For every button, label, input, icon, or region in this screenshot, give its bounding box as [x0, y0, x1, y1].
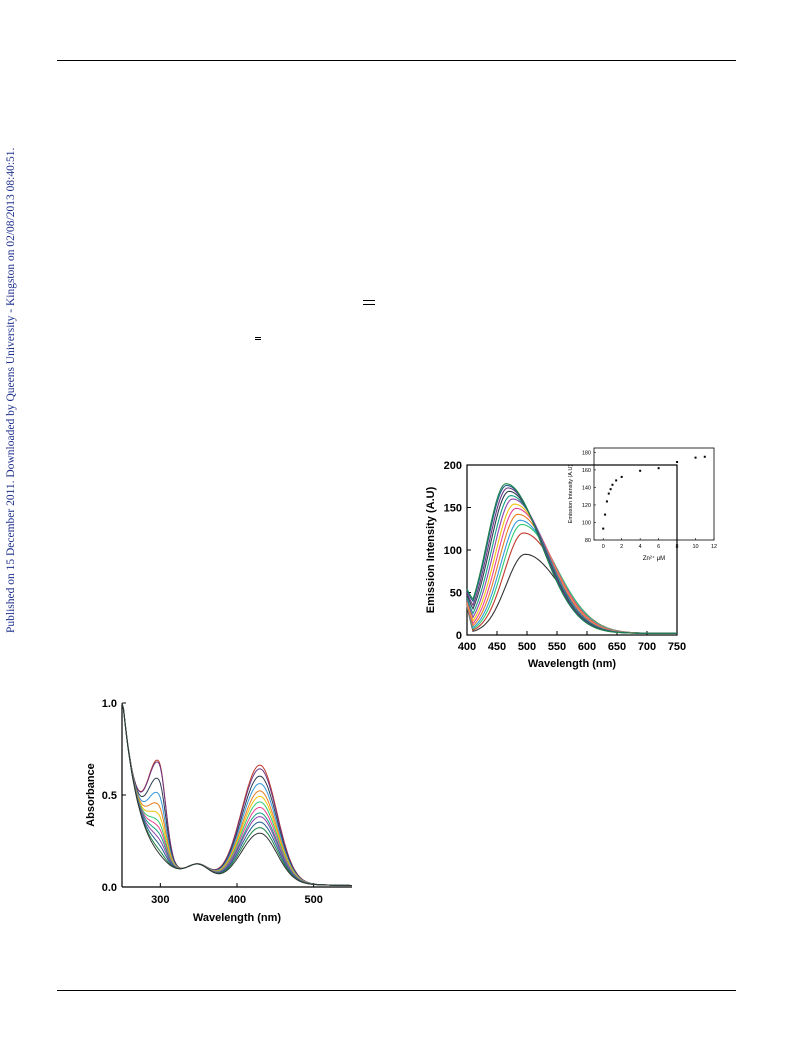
y-tick-label: 0.0: [102, 882, 117, 894]
inset-data-point: [605, 500, 608, 503]
x-tick-label: 300: [151, 894, 169, 906]
inset-y-tick-label: 80: [585, 538, 591, 544]
x-tick-label: 450: [488, 641, 506, 653]
equation-fragment: [255, 337, 261, 338]
x-tick-label: 600: [578, 641, 596, 653]
inset-x-tick-label: 10: [692, 544, 698, 550]
x-tick-label: 500: [304, 894, 322, 906]
inset-data-point: [703, 455, 706, 458]
x-tick-label: 650: [608, 641, 626, 653]
inset-data-point: [694, 456, 697, 459]
absorbance-spectrum-chart: 300 400 500 0.0 0.5 1.0 Wavelength (nm) Absorba…: [85, 698, 352, 924]
inset-x-tick-label: 12: [711, 544, 717, 550]
absorbance-series-line: [121, 702, 352, 886]
emission-spectrum-chart: 400 450 500 550 600 650 700 750 0 50 100 150 200 Wave…: [425, 460, 686, 670]
inset-x-tick-label: 0: [602, 544, 605, 550]
y-tick-label: 200: [444, 460, 462, 472]
inset-y-axis-label: Emission Intensity (A.U): [568, 464, 574, 523]
x-tick-label: 500: [518, 641, 536, 653]
y-axis-label: Emission Intensity (A.U): [425, 486, 437, 613]
inset-y-tick-label: 100: [582, 520, 591, 526]
x-axis-label: Wavelength (nm): [193, 912, 282, 924]
inset-x-tick-label: 4: [639, 544, 642, 550]
inset-data-point: [639, 469, 642, 472]
x-tick-label: 400: [458, 641, 476, 653]
inset-x-axis-label: Zn²⁺ μM: [643, 555, 665, 562]
y-tick-label: 0: [456, 630, 462, 642]
inset-y-tick-label: 140: [582, 485, 591, 491]
inset-data-point: [607, 492, 610, 495]
x-tick-label: 750: [668, 641, 686, 653]
y-tick-label: 100: [444, 545, 462, 557]
x-tick-label: 550: [548, 641, 566, 653]
inset-data-point: [611, 483, 614, 486]
published-note: Published on 15 December 2011. Downloade…: [5, 147, 17, 633]
inset-frame: [593, 447, 715, 541]
x-tick-label: 400: [228, 894, 246, 906]
y-tick-label: 150: [444, 503, 462, 515]
inset-data-point: [676, 461, 679, 464]
equation-fragment: [363, 304, 375, 305]
inset-x-tick-label: 6: [657, 544, 660, 550]
equation-fragment: [255, 339, 261, 340]
equation-fragment: [363, 300, 375, 301]
footer-rule: [57, 990, 736, 991]
inset-data-point: [602, 527, 605, 530]
inset-y-tick-label: 160: [582, 468, 591, 474]
inset-x-tick-label: 8: [676, 544, 679, 550]
x-tick-label: 700: [638, 641, 656, 653]
inset-data-point: [620, 475, 623, 478]
x-axis-label: Wavelength (nm): [528, 658, 617, 670]
emission-series-line: [466, 483, 677, 634]
inset-y-tick-label: 180: [582, 450, 591, 456]
inset-data-point: [657, 467, 660, 470]
y-tick-label: 0.5: [102, 790, 117, 802]
y-axis-label: Absorbance: [85, 763, 97, 827]
y-tick-label: 1.0: [102, 698, 117, 710]
inset-data-point: [615, 479, 618, 482]
inset-x-tick-label: 2: [620, 544, 623, 550]
inset-titration-chart: 0 2 4 6 8 10 12 80 100 120 140 160 180 Zn²⁺ μM Emissio…: [568, 447, 717, 562]
inset-data-point: [604, 513, 607, 516]
y-tick-label: 50: [450, 588, 462, 600]
publication-sidebar: Published on 15 December 2011. Downloade…: [3, 0, 19, 1039]
inset-y-tick-label: 120: [582, 503, 591, 509]
inset-data-point: [609, 488, 612, 491]
header-rule: [57, 60, 736, 61]
